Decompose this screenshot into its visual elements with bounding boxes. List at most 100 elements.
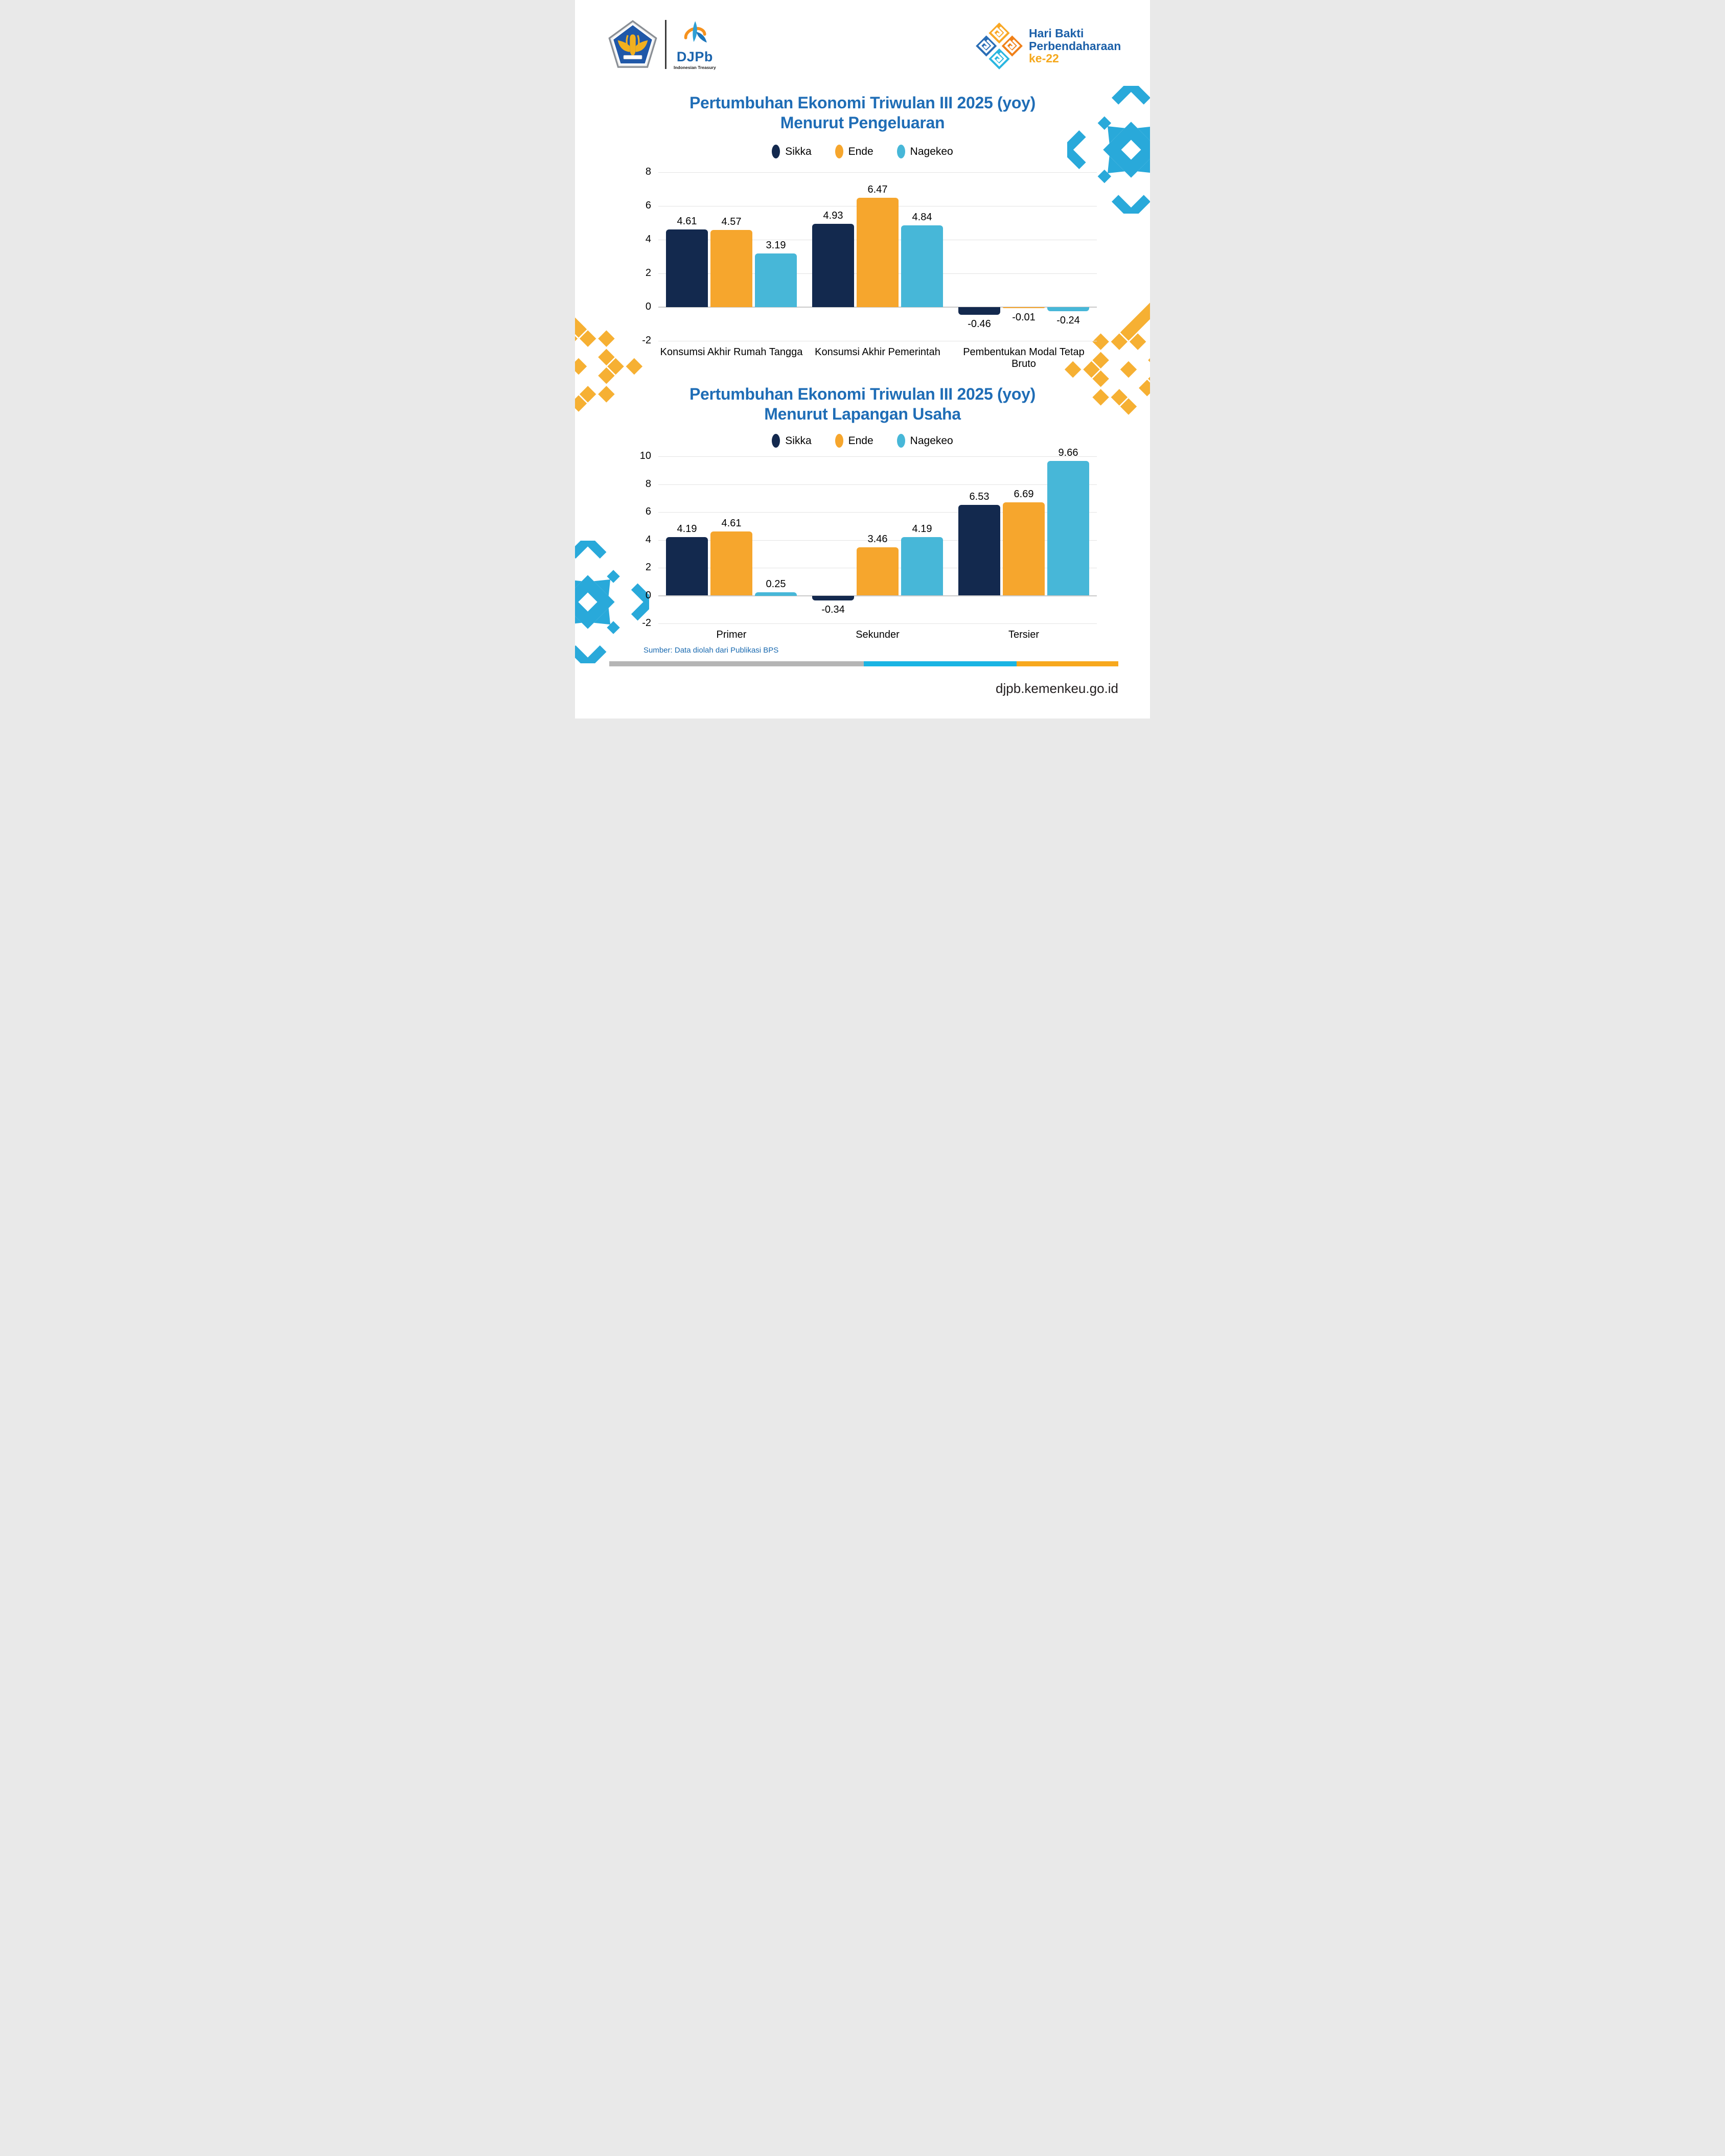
value-label: -0.01 [1012,312,1036,323]
chart2-plot: 10 8 6 4 2 0 -2 4.19 4.61 0.25 Primer -0.34 3.46 4.19… [640,447,1097,640]
bar-ende-konsumsi-akhir-pemerintah [857,198,899,307]
value-label: 4.61 [721,517,742,529]
value-label: 3.46 [867,534,888,545]
legend-marker-icon [835,145,843,158]
category-label: Konsumsi Akhir Rumah Tangga [660,346,803,358]
gridline-y-2 [658,623,1097,624]
legend-marker-icon [772,434,780,448]
header-divider [665,20,666,69]
legend-label: Ende [848,145,873,157]
value-label: 4.57 [721,216,742,228]
value-label: 4.19 [677,523,697,535]
value-label: 6.47 [867,184,888,196]
legend-item-sikka: Sikka [772,145,812,158]
bar-sikka-primer [666,537,708,596]
category-label: Sekunder [856,629,900,640]
legend-label: Nagekeo [910,145,953,157]
legend-label: Sikka [785,145,812,157]
category-label: Konsumsi Akhir Pemerintah [815,346,940,358]
gridline-y0 [658,595,1097,596]
gridline-y8 [658,484,1097,485]
kemenkeu-logo-icon [608,20,657,68]
bar-ende-primer [710,531,752,596]
legend-label: Sikka [785,434,812,447]
value-label: -0.24 [1056,314,1080,326]
bar-ende-pembentukan-modal-tetap-bruto [1003,307,1045,308]
legend-item-sikka: Sikka [772,434,812,448]
y-tick-label: 6 [645,200,651,211]
gridline-y0 [658,307,1097,308]
legend-item-nagekeo: Nagekeo [896,434,953,448]
bar-sikka-konsumsi-akhir-pemerintah [812,224,854,307]
y-tick-label: 6 [645,506,651,517]
djpb-logo: DJPb Indonesian Treasury [674,19,716,70]
y-tick-label: 8 [645,166,651,177]
legend-marker-icon [896,434,905,448]
hbp-line3: ke-22 [1029,52,1059,65]
value-label: 4.93 [823,210,843,222]
bar-sikka-pembentukan-modal-tetap-bruto [958,307,1000,315]
value-label: 4.19 [912,523,932,535]
legend-label: Nagekeo [910,434,953,447]
legend-marker-icon [772,145,780,158]
bar-nagekeo-primer [755,592,797,596]
bar-nagekeo-pembentukan-modal-tetap-bruto [1047,307,1089,311]
bar-ende-tersier [1003,502,1045,596]
footer-bar-segment-3 [1016,661,1118,666]
bar-nagekeo-sekunder [901,537,943,596]
y-tick-label: -2 [642,335,651,346]
footer-accent-bar [609,661,1118,666]
value-label: 6.69 [1014,489,1034,500]
legend-marker-icon [896,145,905,158]
hari-bakti-logo-icon [976,22,1023,69]
bar-ende-sekunder [857,547,899,596]
y-tick-label: 0 [645,301,651,312]
chart1-title-line1: Pertumbuhan Ekonomi Triwulan III 2025 (y… [689,94,1036,112]
hbp-line1: Hari Bakti [1029,26,1084,40]
djpb-tagline: Indonesian Treasury [674,65,716,70]
y-tick-label: 4 [645,534,651,545]
value-label: 3.19 [766,239,786,251]
chart1-title-line2: Menurut Pengeluaran [780,113,945,132]
bar-ende-konsumsi-akhir-rumah-tangga [710,230,752,307]
legend-item-ende: Ende [835,145,873,158]
djpb-logo-icon [684,21,707,43]
y-tick-label: 4 [645,234,651,245]
value-label: 9.66 [1058,447,1078,459]
batik-ornament-bottom-left [575,541,649,663]
y-tick-label: 10 [639,450,651,461]
category-label: Pembentukan Modal Tetap Bruto [963,346,1085,369]
legend-item-ende: Ende [835,434,873,448]
footer-bar-segment-1 [609,661,864,666]
footer-bar-segment-2 [864,661,1017,666]
bar-sikka-tersier [958,504,1000,596]
gridline-y4 [658,540,1097,541]
bar-nagekeo-konsumsi-akhir-pemerintah [901,225,943,307]
y-tick-label: 0 [645,589,651,601]
hbp-line2: Perbendaharaan [1029,39,1121,53]
bar-sikka-sekunder [812,595,854,600]
value-label: -0.34 [821,604,845,615]
y-tick-label: -2 [642,617,651,629]
legend-marker-icon [835,434,843,448]
value-label: 0.25 [766,578,786,590]
bar-nagekeo-konsumsi-akhir-rumah-tangga [755,253,797,307]
chart2-title: Pertumbuhan Ekonomi Triwulan III 2025 (y… [575,384,1150,424]
value-label: 6.53 [969,491,990,502]
value-label: -0.46 [968,318,991,330]
gridline-y6 [658,512,1097,513]
chart1-plot: 8 6 4 2 0 -2 4.61 4.57 3.19 Konsumsi Akhir Rumah … [642,166,1097,369]
chart1-legend: Sikka Ende Nagekeo [575,145,1150,158]
source-note: Sumber: Data diolah dari Publikasi BPS [643,646,779,655]
y-tick-label: 8 [645,478,651,490]
chart2-title-line2: Menurut Lapangan Usaha [764,405,961,424]
category-label: Tersier [1008,629,1039,640]
chart2-legend: Sikka Ende Nagekeo [575,434,1150,448]
bar-sikka-konsumsi-akhir-rumah-tangga [666,229,708,307]
chart2-title-line1: Pertumbuhan Ekonomi Triwulan III 2025 (y… [689,385,1036,403]
gridline-y8 [658,172,1097,173]
value-label: 4.84 [912,212,932,223]
website-url: djpb.kemenkeu.go.id [996,681,1118,696]
y-tick-label: 2 [645,562,651,573]
bar-nagekeo-tersier [1047,461,1089,596]
